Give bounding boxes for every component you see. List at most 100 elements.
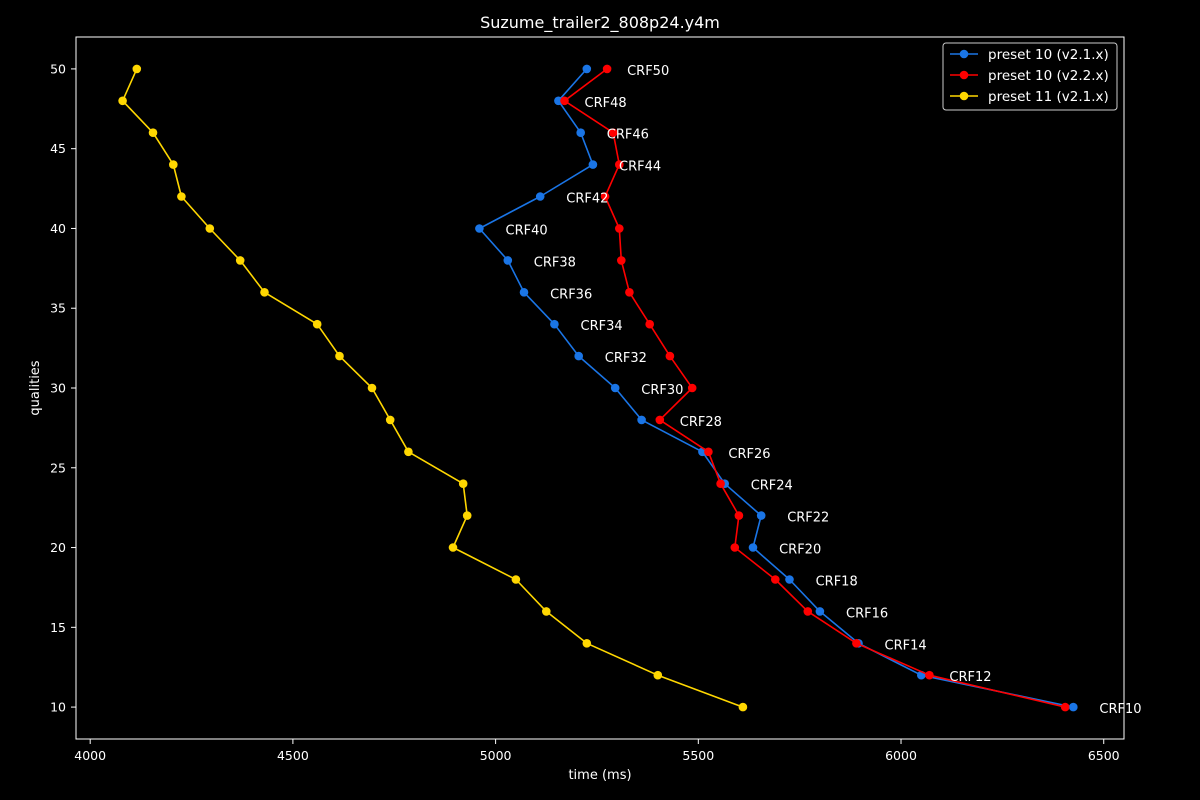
legend-label: preset 10 (v2.1.x) bbox=[988, 47, 1109, 63]
data-point bbox=[560, 96, 569, 106]
y-tick-label: 15 bbox=[50, 620, 66, 635]
data-point bbox=[550, 319, 559, 329]
crf-label: CRF14 bbox=[885, 638, 927, 653]
data-point bbox=[535, 192, 545, 201]
y-axis: 10 15 20 25 30 35 40 45 50 bbox=[50, 61, 76, 715]
data-point bbox=[748, 543, 758, 552]
data-point bbox=[582, 639, 592, 648]
legend-box bbox=[942, 42, 1118, 111]
y-tick-label: 50 bbox=[50, 61, 66, 76]
crf-label: CRF24 bbox=[751, 479, 793, 494]
series-2 bbox=[560, 64, 1070, 712]
crf-label: CRF46 bbox=[607, 128, 649, 143]
data-point bbox=[519, 288, 529, 297]
crf-label: CRF28 bbox=[680, 415, 722, 430]
data-point bbox=[602, 64, 612, 74]
y-tick-label: 40 bbox=[50, 221, 66, 236]
series-1 bbox=[475, 64, 1078, 712]
y-tick-label: 10 bbox=[50, 700, 66, 715]
data-point bbox=[503, 256, 513, 265]
data-point bbox=[367, 383, 377, 393]
crf-label: CRF10 bbox=[1099, 702, 1141, 717]
data-point bbox=[610, 383, 620, 393]
x-axis: 4000 4500 5000 5500 6000 6500 bbox=[74, 739, 1120, 763]
data-point bbox=[169, 160, 178, 169]
y-tick-label: 45 bbox=[50, 141, 66, 156]
data-point bbox=[235, 256, 245, 265]
data-point bbox=[1069, 702, 1078, 712]
y-tick-label: 20 bbox=[50, 540, 66, 555]
data-point bbox=[738, 702, 748, 712]
data-point bbox=[730, 543, 740, 552]
crf-label: CRF50 bbox=[627, 64, 669, 79]
data-point bbox=[260, 288, 269, 297]
data-point bbox=[815, 607, 825, 616]
legend: preset 10 (v2.1.x) preset 10 (v2.2.x) pres… bbox=[942, 42, 1118, 111]
data-point bbox=[404, 447, 413, 457]
data-point bbox=[687, 383, 697, 393]
crf-annotations: CRF50 CRF48 CRF46 CRF44 CRF42 CRF40 CRF38 CRF36… bbox=[506, 64, 1142, 717]
crf-label: CRF42 bbox=[566, 192, 608, 207]
data-point bbox=[458, 479, 468, 489]
x-tick-label: 5000 bbox=[480, 748, 512, 763]
data-point bbox=[385, 415, 395, 425]
data-point bbox=[475, 224, 484, 233]
data-point bbox=[148, 128, 158, 137]
crf-label: CRF36 bbox=[550, 287, 592, 302]
crf-label: CRF38 bbox=[534, 255, 576, 270]
data-point bbox=[785, 575, 794, 584]
legend-label: preset 10 (v2.2.x) bbox=[988, 68, 1109, 84]
x-axis-label: time (ms) bbox=[568, 768, 631, 783]
data-point bbox=[177, 192, 186, 201]
data-point bbox=[625, 288, 634, 297]
data-point bbox=[734, 511, 744, 520]
crf-label: CRF26 bbox=[728, 447, 770, 462]
data-point bbox=[1060, 702, 1070, 712]
legend-marker bbox=[959, 49, 969, 59]
data-point bbox=[852, 639, 861, 648]
crf-label: CRF34 bbox=[581, 319, 623, 334]
crf-label: CRF12 bbox=[949, 670, 991, 685]
series-3 bbox=[118, 64, 748, 712]
data-point bbox=[600, 192, 610, 201]
data-point bbox=[704, 447, 713, 457]
data-point bbox=[771, 575, 780, 584]
data-point bbox=[925, 670, 934, 680]
crf-label: CRF44 bbox=[619, 160, 661, 175]
legend-marker bbox=[959, 91, 969, 101]
crf-label: CRF18 bbox=[816, 575, 858, 590]
data-point bbox=[615, 224, 624, 233]
y-tick-label: 25 bbox=[50, 460, 66, 475]
x-tick-label: 6500 bbox=[1088, 748, 1120, 763]
data-point bbox=[335, 351, 344, 361]
data-point bbox=[511, 575, 521, 584]
data-point bbox=[645, 319, 654, 329]
data-point bbox=[655, 415, 665, 425]
data-point bbox=[462, 511, 472, 520]
y-tick-label: 30 bbox=[50, 381, 66, 396]
y-tick-label: 35 bbox=[50, 301, 66, 316]
data-point bbox=[716, 479, 725, 489]
x-tick-label: 5500 bbox=[682, 748, 714, 763]
y-axis-label: qualities bbox=[28, 360, 43, 415]
crf-label: CRF22 bbox=[787, 511, 829, 526]
plot-series bbox=[118, 64, 1078, 712]
x-tick-label: 4000 bbox=[74, 748, 106, 763]
crf-label: CRF32 bbox=[605, 351, 647, 366]
legend-marker bbox=[959, 70, 969, 80]
data-point bbox=[542, 607, 551, 616]
chart-title: Suzume_trailer2_808p24.y4m bbox=[480, 13, 720, 33]
crf-label: CRF30 bbox=[641, 383, 683, 398]
data-point bbox=[118, 96, 127, 106]
data-point bbox=[312, 319, 322, 329]
x-tick-label: 4500 bbox=[277, 748, 309, 763]
data-point bbox=[554, 96, 563, 106]
legend-label: preset 11 (v2.1.x) bbox=[988, 89, 1109, 105]
data-point bbox=[665, 351, 675, 361]
data-point bbox=[615, 160, 624, 169]
crf-label: CRF16 bbox=[846, 606, 888, 621]
data-point bbox=[448, 543, 458, 552]
data-point bbox=[653, 670, 663, 680]
crf-label: CRF40 bbox=[506, 224, 548, 239]
